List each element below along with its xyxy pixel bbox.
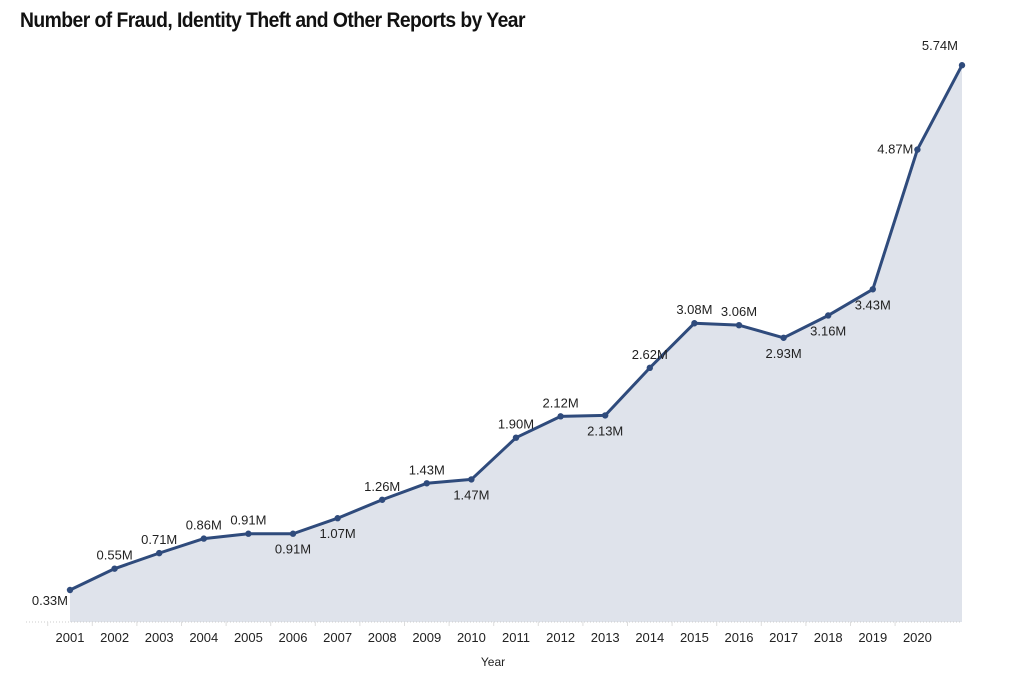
data-point [66,586,74,594]
x-tick-label: 2019 [858,630,887,645]
data-label: 3.16M [810,323,846,338]
data-label: 0.55M [97,548,133,563]
data-label: 0.71M [141,532,177,547]
data-point [423,480,430,487]
x-tick-label: 2005 [234,630,263,645]
data-point [825,312,832,319]
x-tick-label: 2011 [502,630,530,645]
data-point [379,496,386,503]
x-tick-label: 2001 [56,630,85,645]
x-tick-label: 2017 [769,630,798,645]
x-tick-label: 2002 [100,630,129,645]
data-label: 1.43M [409,462,445,477]
chart-title: Number of Fraud, Identity Theft and Othe… [20,9,525,32]
data-point [334,515,341,522]
data-label: 3.08M [676,302,712,317]
data-label: 3.06M [721,304,757,319]
data-label: 2.62M [632,347,668,362]
data-label: 1.26M [364,479,400,494]
data-label: 2.13M [587,423,623,438]
data-point [735,321,743,329]
data-point [111,565,118,572]
x-tick-label: 2012 [546,630,575,645]
data-label: 1.47M [453,487,489,502]
x-tick-label: 2016 [725,630,754,645]
x-tick-label: 2010 [457,630,486,645]
x-axis-label: Year [481,655,505,669]
data-point [646,364,653,372]
data-point [780,334,787,341]
data-label: 2.12M [543,395,579,410]
data-point [468,476,475,483]
area-fill [70,65,962,623]
data-label: 5.74M [922,38,958,53]
x-tick-label: 2015 [680,630,709,645]
x-tick-label: 2006 [279,630,308,645]
data-label: 0.91M [275,542,311,557]
data-point [245,530,252,537]
x-tick-label: 2018 [814,630,843,645]
data-label: 4.87M [877,142,913,157]
data-point [289,530,297,537]
data-label: 2.93M [766,346,802,361]
data-label: 3.43M [855,297,891,312]
x-tick-label: 2007 [323,630,352,645]
data-point [958,62,966,69]
data-label: 1.90M [498,417,534,432]
data-point [602,412,609,419]
data-point [512,434,520,441]
x-tick-label: 2020 [903,630,932,645]
data-point [691,320,698,327]
data-point [200,535,207,542]
data-point [557,413,564,420]
x-tick-label: 2009 [412,630,441,645]
x-tick-label: 2003 [145,630,174,645]
x-tick-label: 2004 [189,630,218,645]
x-tick-label: 2013 [591,630,620,645]
data-point [869,286,876,293]
x-tick-label: 2008 [368,630,397,645]
data-label: 0.86M [186,518,222,533]
data-label: 0.91M [230,513,266,528]
data-label: 0.33M [32,593,68,608]
data-point [914,146,921,153]
data-point [156,549,163,557]
x-tick-label: 2014 [635,630,664,645]
data-label: 1.07M [320,526,356,541]
